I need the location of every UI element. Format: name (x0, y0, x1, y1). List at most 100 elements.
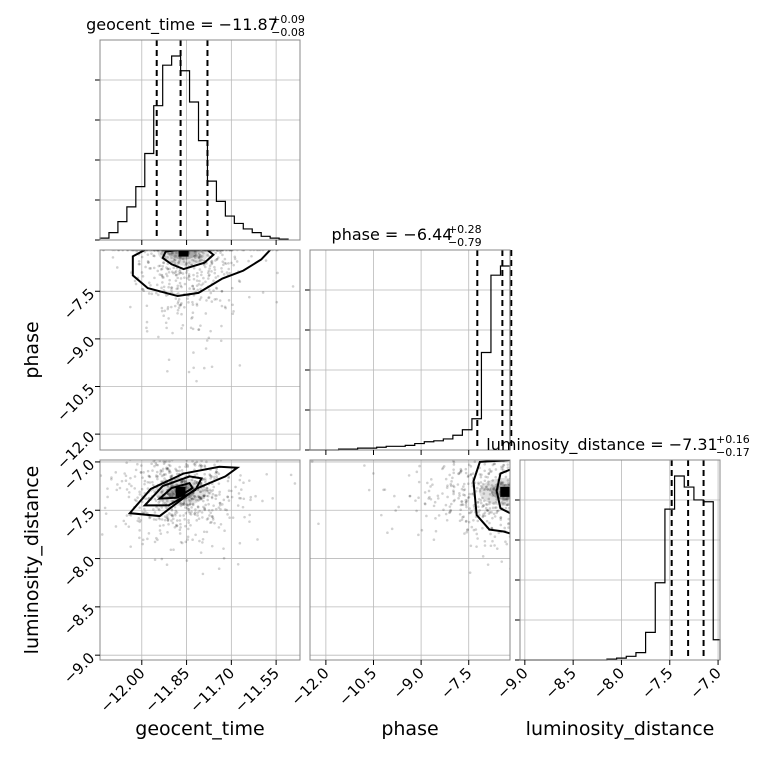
sample-point (215, 475, 218, 478)
sample-point (401, 457, 404, 460)
sample-point (210, 544, 214, 548)
sample-point (217, 506, 221, 509)
sample-point (195, 284, 199, 287)
sample-point (614, 521, 617, 524)
sample-point (603, 475, 606, 478)
sample-point (211, 514, 214, 518)
sample-point (214, 259, 217, 262)
sample-point (186, 527, 190, 531)
sample-point (516, 484, 519, 487)
sample-point (163, 309, 167, 313)
sample-point (503, 484, 507, 487)
sample-point (183, 499, 186, 503)
sample-point (198, 490, 202, 494)
sample-point (188, 512, 192, 515)
sample-point (506, 463, 510, 466)
sample-point (472, 435, 475, 438)
sample-point (221, 253, 224, 257)
sample-point (532, 511, 535, 514)
sample-point (175, 524, 179, 527)
title-phase: phase = −6.44 (332, 225, 453, 244)
density-level (157, 250, 210, 266)
sample-point (128, 482, 131, 486)
sample-point (506, 497, 509, 501)
sample-point (579, 482, 582, 485)
contour-line (495, 468, 510, 515)
sample-point (483, 514, 487, 518)
sample-point (562, 465, 565, 468)
sample-point (166, 369, 169, 373)
sample-point (143, 510, 147, 514)
sample-point (427, 489, 431, 493)
sample-point (166, 513, 169, 517)
sample-point (168, 494, 171, 497)
sample-point (500, 467, 503, 471)
sample-point (154, 461, 158, 465)
sample-point (193, 461, 197, 465)
sample-point (511, 461, 514, 464)
sample-point (184, 506, 187, 509)
sample-point (539, 471, 542, 474)
sample-point (173, 262, 177, 265)
sample-point (477, 510, 480, 514)
sample-point (179, 502, 183, 505)
sample-point (174, 513, 177, 517)
sample-point (566, 509, 569, 512)
sample-point (521, 522, 524, 525)
sample-point (539, 487, 542, 490)
sample-point (194, 482, 197, 485)
sample-point (203, 494, 206, 497)
sample-point (520, 457, 523, 460)
sample-point (467, 520, 471, 524)
sample-point (178, 421, 181, 424)
sample-point (138, 490, 141, 494)
sample-point (122, 430, 125, 433)
sample-point (363, 464, 366, 467)
sample-point (208, 514, 211, 517)
sample-point (138, 536, 141, 540)
sample-point (452, 499, 456, 503)
sample-point (478, 508, 481, 512)
sample-point (590, 500, 593, 503)
sample-point (217, 526, 221, 529)
sample-point (512, 527, 515, 530)
sample-point (179, 540, 183, 544)
sample-point (598, 485, 601, 488)
sample-point (191, 497, 194, 501)
sample-point (544, 468, 547, 471)
sample-point (203, 507, 207, 511)
sample-point (122, 519, 126, 523)
sample-point (175, 519, 179, 522)
sample-point (491, 539, 494, 543)
sample-point (166, 267, 170, 271)
sample-point (559, 467, 562, 470)
sample-point (210, 495, 214, 499)
sample-point (482, 499, 486, 503)
sample-point (163, 460, 167, 464)
sample-point (178, 421, 181, 424)
sample-point (485, 508, 489, 512)
sample-point (483, 539, 487, 543)
sample-point (126, 424, 129, 427)
sample-point (155, 536, 158, 540)
sample-point (192, 277, 196, 281)
sample-point (111, 256, 115, 259)
sample-point (459, 469, 463, 473)
sample-point (505, 503, 509, 507)
sample-point (489, 544, 493, 548)
sample-point (168, 464, 172, 468)
sample-point (182, 501, 186, 505)
sample-point (513, 516, 516, 519)
sample-point (501, 481, 504, 485)
sample-point (226, 513, 229, 516)
sample-point (546, 524, 549, 527)
sample-point (141, 511, 145, 514)
sample-point (466, 528, 469, 531)
sample-point (206, 494, 210, 498)
sample-point (460, 500, 463, 503)
sample-point (464, 501, 468, 504)
sample-point (479, 499, 483, 502)
sample-point (417, 496, 420, 500)
sample-point (197, 495, 201, 499)
sample-point (458, 519, 462, 523)
